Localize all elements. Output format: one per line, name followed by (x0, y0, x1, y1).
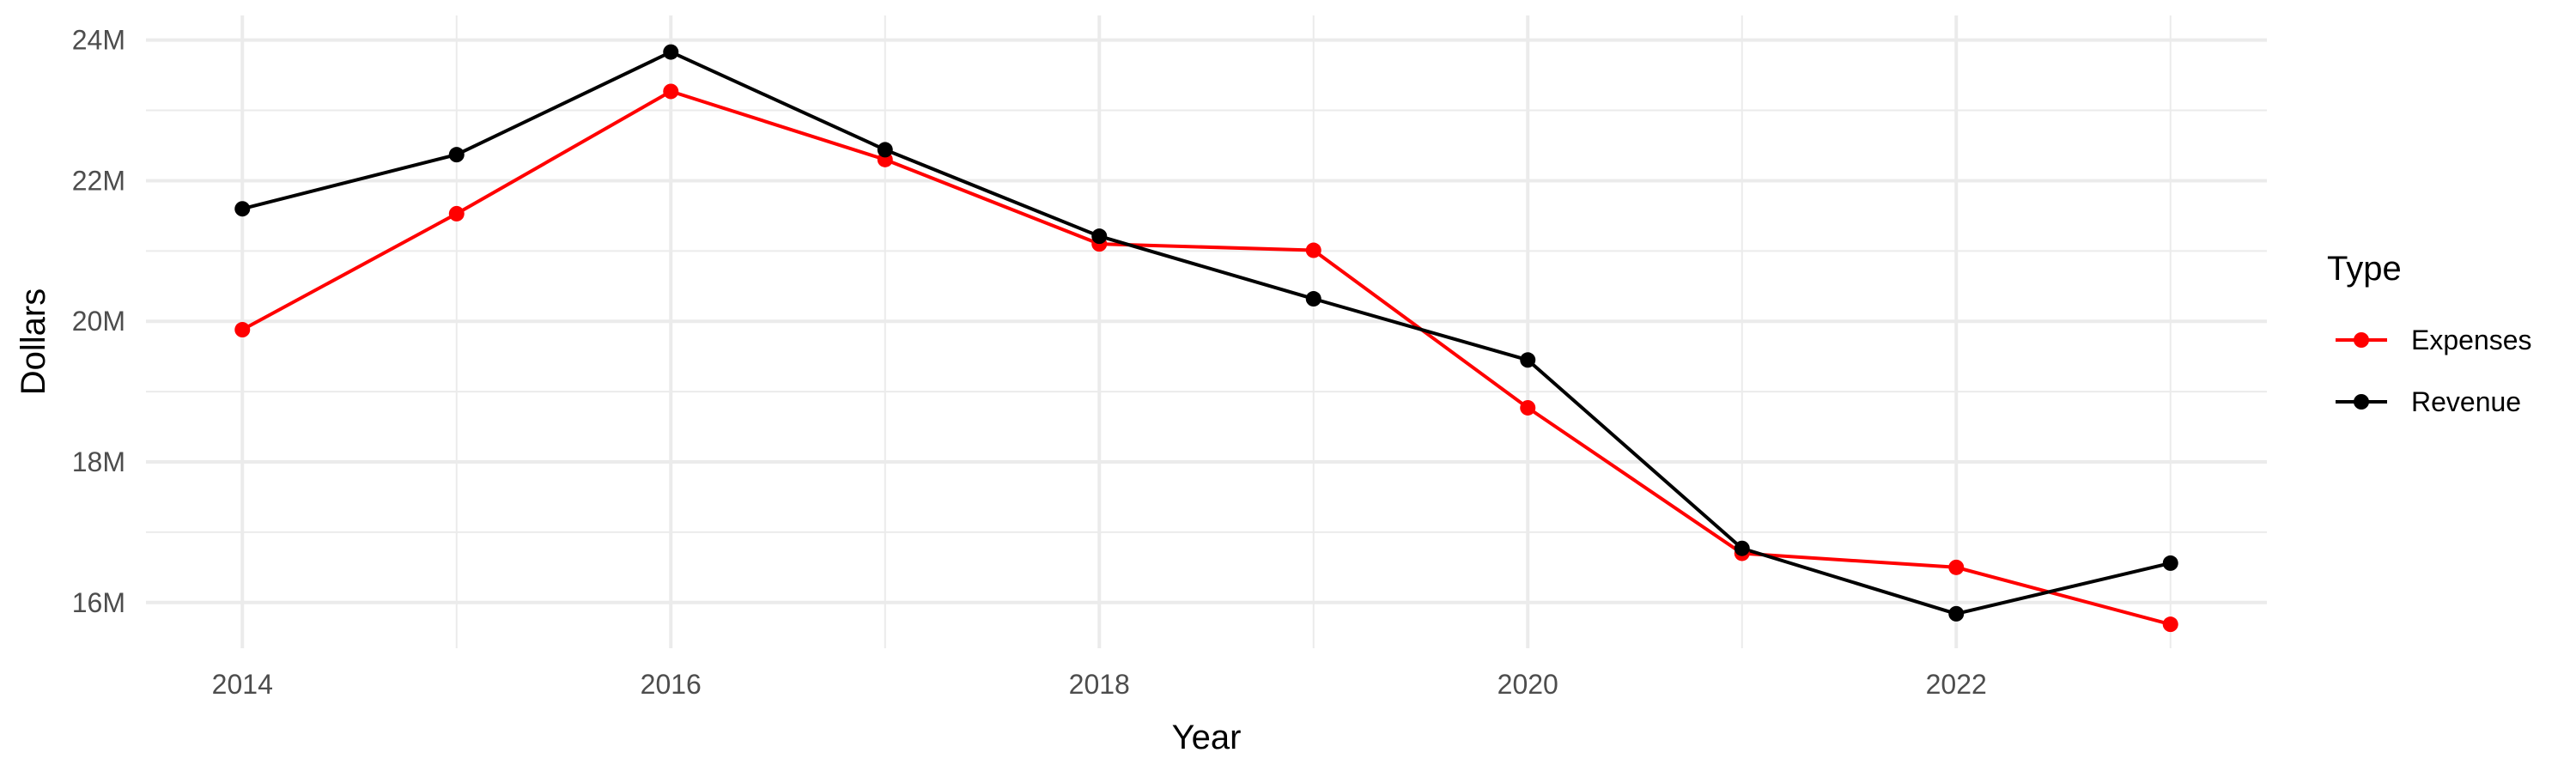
data-point-revenue (1520, 352, 1536, 368)
series-line-revenue (241, 50, 2172, 616)
data-point-revenue (1091, 228, 1108, 245)
data-point-expenses (2162, 616, 2178, 633)
y-axis-title: Dollars (15, 288, 52, 395)
x-tick-label: 2014 (212, 669, 273, 700)
data-point-revenue (877, 142, 893, 158)
data-point-expenses (1305, 242, 1321, 258)
y-tick-label: 20M (72, 306, 125, 337)
x-axis-title: Year (1172, 719, 1242, 756)
x-tick-label: 2016 (641, 669, 702, 700)
x-tick-label: 2018 (1069, 669, 1130, 700)
data-point-expenses (1948, 559, 1965, 575)
data-point-expenses (234, 322, 251, 338)
axis-layer: 2014 2016 2018 2020 2022 16M 18M 20M 22M 24M (72, 25, 1987, 700)
data-point-expenses (1520, 399, 1536, 416)
data-point-revenue (1734, 540, 1750, 556)
grid-layer (146, 15, 2267, 648)
data-point-revenue (2162, 555, 2178, 571)
data-point-revenue (448, 147, 465, 163)
data-point-expenses (663, 83, 679, 100)
y-tick-label: 16M (72, 587, 125, 618)
legend-title: Type (2327, 250, 2402, 288)
y-tick-label: 22M (72, 165, 125, 196)
legend: Type Expenses Revenue (2327, 250, 2532, 417)
data-point-revenue (1305, 291, 1321, 307)
legend-key-point (2354, 394, 2369, 410)
series-line-expenses (241, 89, 2172, 627)
data-point-revenue (663, 44, 679, 60)
x-tick-label: 2020 (1498, 669, 1558, 700)
y-tick-label: 18M (72, 446, 125, 477)
series-layer (234, 44, 2178, 633)
legend-label: Expenses (2411, 325, 2532, 355)
data-point-revenue (234, 201, 251, 217)
legend-label: Revenue (2411, 386, 2521, 417)
data-point-expenses (448, 205, 465, 222)
data-point-revenue (1948, 605, 1965, 622)
x-tick-label: 2022 (1926, 669, 1987, 700)
legend-key-point (2354, 332, 2369, 348)
y-tick-label: 24M (72, 25, 125, 56)
